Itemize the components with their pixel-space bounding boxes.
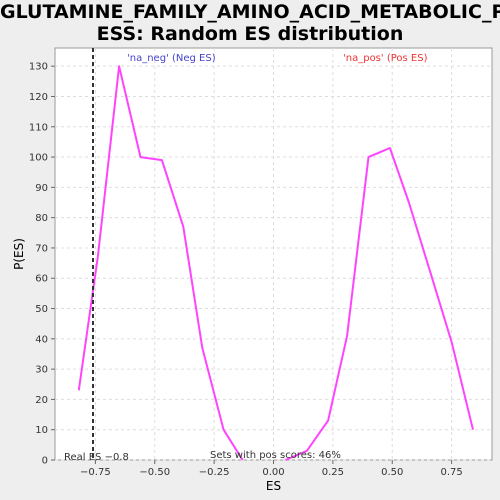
- y-tick-label: 40: [35, 334, 48, 345]
- x-tick-label: 0.50: [381, 467, 403, 478]
- y-tick-label: 10: [35, 425, 48, 436]
- real-es-label: Real ES −0.8: [64, 452, 129, 463]
- y-tick-label: 30: [35, 365, 48, 376]
- chart-title-line2: ESS: Random ES distribution: [96, 23, 404, 45]
- y-tick-label: 70: [35, 243, 48, 254]
- y-tick-label: 80: [35, 213, 48, 224]
- pos-scores-annotation: Sets with pos scores: 46%: [210, 450, 341, 461]
- y-tick-label: 60: [35, 274, 48, 285]
- y-tick-label: 120: [29, 92, 48, 103]
- y-tick-label: 20: [35, 395, 48, 406]
- y-tick-label: 0: [42, 456, 48, 467]
- y-tick-label: 130: [29, 62, 48, 73]
- series-line-neg: [77, 65, 244, 461]
- x-tick-label: 0.00: [262, 467, 284, 478]
- series-group: [77, 65, 474, 461]
- grid: [55, 48, 492, 461]
- x-tick-label: −0.25: [199, 467, 230, 478]
- x-tick-label: −0.50: [139, 467, 170, 478]
- y-tick-label: 90: [35, 183, 48, 194]
- y-tick-label: 110: [29, 122, 48, 133]
- legend-pos: 'na_pos' (Pos ES): [343, 53, 428, 64]
- series-line-pos: [285, 147, 474, 461]
- y-tick-label: 100: [29, 153, 48, 164]
- y-axis-label: P(ES): [12, 238, 26, 270]
- x-axis-label: ES: [266, 479, 281, 493]
- chart-title-line1: GLUTAMINE_FAMILY_AMINO_ACID_METABOLIC_PR…: [0, 1, 500, 23]
- x-tick-label: −0.75: [80, 467, 111, 478]
- x-tick-label: 0.75: [440, 467, 462, 478]
- y-tick-label: 50: [35, 304, 48, 315]
- x-tick-label: 0.25: [322, 467, 344, 478]
- legend-neg: 'na_neg' (Neg ES): [127, 53, 216, 64]
- x-axis: −0.75 −0.50 −0.25 0.00 0.25 0.50 0.75: [80, 460, 463, 478]
- y-axis: 0 10 20 30 40 50 60 70 80 90 100 110 120 130: [29, 62, 55, 467]
